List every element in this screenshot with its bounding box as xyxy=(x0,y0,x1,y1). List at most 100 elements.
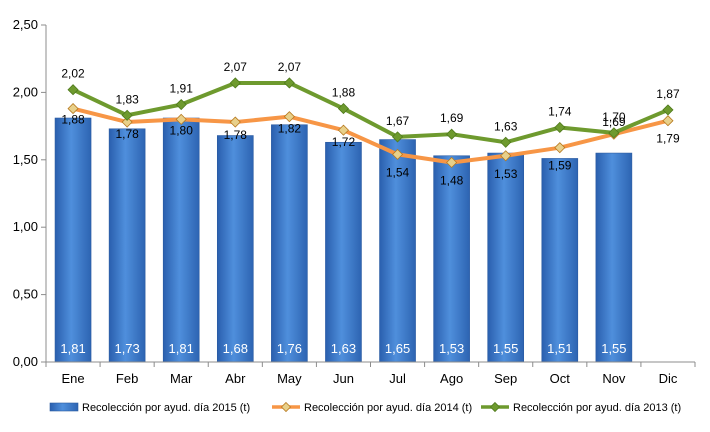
point-value-label: 1,59 xyxy=(548,159,572,173)
point-marker xyxy=(337,103,350,115)
legend-swatch-marker xyxy=(489,401,501,413)
bar-series: 1,81 1,73 1,81 1,68 1,76 1,63 1,65 1,53 1,55 1,51… xyxy=(54,117,633,363)
point-marker xyxy=(175,113,187,125)
bar-value-label: 1,81 xyxy=(60,341,85,356)
point-value-label: 1,82 xyxy=(278,122,302,136)
y-tick-label: 0,00 xyxy=(13,354,38,369)
point-value-label: 1,63 xyxy=(494,119,518,133)
point-marker xyxy=(391,131,404,143)
point-value-label: 1,91 xyxy=(170,82,194,96)
legend-entry-label: Recolección por ayud. día 2013 (t) xyxy=(513,402,681,414)
legend: Recolección por ayud. día 2015 (t) Recole… xyxy=(49,401,681,414)
y-tick-label: 0,50 xyxy=(13,287,38,302)
point-value-label: 1,72 xyxy=(332,135,356,149)
point-marker xyxy=(67,103,79,115)
bar-value-label: 1,51 xyxy=(547,341,572,356)
x-tick-label-may: May xyxy=(277,371,302,386)
bar-value-label: 1,65 xyxy=(385,341,410,356)
point-value-label: 1,87 xyxy=(656,87,680,101)
point-value-label: 1,69 xyxy=(602,115,626,129)
x-tick-label-oct: Oct xyxy=(550,371,571,386)
bar xyxy=(271,124,308,363)
point-marker xyxy=(229,77,241,89)
bar xyxy=(433,155,470,363)
bar xyxy=(595,152,633,363)
y-tick-label: 1,00 xyxy=(13,219,38,234)
x-tick-label-mar: Mar xyxy=(170,371,193,386)
point-marker xyxy=(283,111,295,123)
y-axis: 0,00 0,50 1,00 1,50 2,00 2,50 xyxy=(13,17,47,369)
point-value-label: 1,79 xyxy=(656,132,680,146)
bar-value-label: 1,73 xyxy=(114,341,139,356)
point-value-label: 1,88 xyxy=(61,113,85,127)
y-tick-label: 2,50 xyxy=(13,17,38,32)
point-value-label: 1,88 xyxy=(332,86,356,100)
point-marker xyxy=(500,136,512,148)
point-marker xyxy=(662,104,674,116)
bar xyxy=(108,128,146,363)
x-tick-label-ago: Ago xyxy=(440,371,463,386)
bar xyxy=(487,152,525,363)
bar xyxy=(325,141,362,363)
bar-value-label: 1,53 xyxy=(439,341,464,356)
x-axis: Ene Feb Mar Abr May Jun Jul Ago Sep Oct Nov Dic xyxy=(45,361,696,386)
point-marker xyxy=(175,98,187,111)
point-value-label: 1,48 xyxy=(440,173,464,187)
point-value-label: 2,07 xyxy=(224,60,248,74)
point-marker xyxy=(121,116,133,128)
bar xyxy=(54,117,92,363)
legend-entry-label: Recolección por ayud. día 2014 (t) xyxy=(304,402,472,414)
point-marker xyxy=(283,77,295,89)
point-value-label: 1,54 xyxy=(386,165,410,179)
point-marker xyxy=(554,121,566,134)
y-tick-label: 2,00 xyxy=(13,84,38,99)
point-value-label: 1,67 xyxy=(386,114,410,128)
series-line-2014 xyxy=(71,106,670,165)
x-tick-label-nov: Nov xyxy=(602,371,626,386)
point-value-label: 1,83 xyxy=(115,92,139,106)
point-marker xyxy=(446,128,458,140)
point-value-label: 1,74 xyxy=(548,104,572,118)
bar-value-label: 1,81 xyxy=(169,341,194,356)
bar xyxy=(216,135,254,363)
x-tick-label-jul: Jul xyxy=(389,371,406,386)
series-line-2013 xyxy=(71,80,670,145)
point-marker xyxy=(121,109,133,121)
bar-value-label: 1,76 xyxy=(277,341,302,356)
point-value-label: 2,07 xyxy=(278,60,302,74)
point-value-label: 1,70 xyxy=(602,110,626,124)
point-value-label: 1,78 xyxy=(115,127,139,141)
point-marker xyxy=(500,150,512,162)
bar xyxy=(162,117,200,363)
point-value-label: 1,78 xyxy=(224,128,248,142)
point-marker xyxy=(229,116,241,128)
point-value-label: 2,02 xyxy=(61,67,85,81)
x-tick-label-ene: Ene xyxy=(61,371,84,386)
legend-swatch-bar xyxy=(49,402,79,412)
bar-value-label: 1,55 xyxy=(601,341,626,356)
point-value-label: 1,80 xyxy=(170,123,194,137)
point-marker xyxy=(662,115,674,127)
bar-value-label: 1,55 xyxy=(493,341,518,356)
legend-swatch-marker xyxy=(280,401,292,413)
point-marker xyxy=(608,127,620,139)
x-tick-label-feb: Feb xyxy=(116,371,138,386)
point-marker xyxy=(337,124,350,136)
x-tick-label-jun: Jun xyxy=(333,371,354,386)
point-value-label: 1,53 xyxy=(494,167,518,181)
point-value-label: 1,69 xyxy=(440,111,464,125)
bar xyxy=(541,158,579,363)
point-marker xyxy=(67,84,79,96)
point-marker xyxy=(554,142,566,154)
point-marker xyxy=(391,148,404,160)
x-tick-label-sep: Sep xyxy=(494,371,517,386)
x-tick-label-dic: Dic xyxy=(659,371,678,386)
y-tick-label: 1,50 xyxy=(13,152,38,167)
point-marker xyxy=(446,156,458,169)
bar-value-label: 1,68 xyxy=(223,341,248,356)
legend-entry-label: Recolección por ayud. día 2015 (t) xyxy=(82,402,250,414)
bar-value-label: 1,63 xyxy=(331,341,356,356)
x-tick-label-abr: Abr xyxy=(225,371,246,386)
line-series: 1,88 1,78 1,80 1,78 1,82 1,72 1,54 1,48 1,53 1,59… xyxy=(61,60,680,188)
